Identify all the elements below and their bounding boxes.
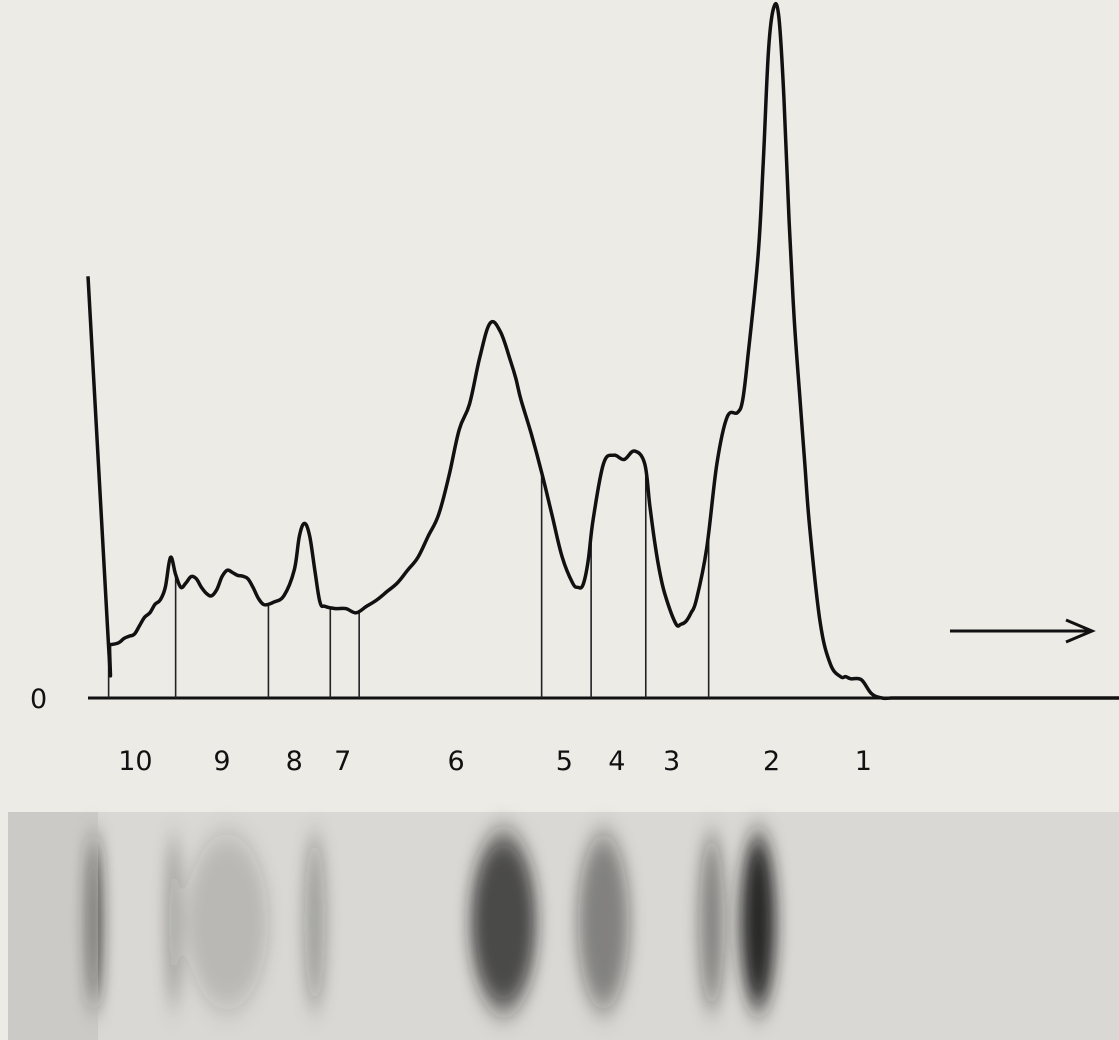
baseline-zero-label: 0 bbox=[30, 684, 47, 715]
fraction-label: 6 bbox=[447, 746, 464, 777]
strip-band bbox=[85, 834, 101, 1010]
strip-band bbox=[699, 834, 725, 1010]
fraction-label: 1 bbox=[855, 746, 872, 777]
fraction-label: 10 bbox=[118, 746, 152, 777]
fraction-label: 8 bbox=[286, 746, 303, 777]
fraction-label: 9 bbox=[213, 746, 230, 777]
direction-arrow bbox=[950, 618, 1096, 644]
strip-band bbox=[304, 834, 326, 1010]
strip-band bbox=[470, 834, 537, 1010]
fraction-label: 4 bbox=[608, 746, 625, 777]
densitometer-trace bbox=[86, 2, 1119, 701]
strip-band bbox=[577, 834, 630, 1010]
fraction-label: 3 bbox=[663, 746, 680, 777]
electrophoresis-strip bbox=[8, 812, 1119, 1040]
strip-bands bbox=[85, 834, 776, 1010]
fraction-label: 5 bbox=[556, 746, 573, 777]
fraction-boundaries bbox=[107, 472, 710, 698]
strip-band bbox=[167, 834, 180, 1010]
strip-origin-zone bbox=[8, 812, 98, 1040]
fraction-label: 7 bbox=[334, 746, 351, 777]
fraction-label: 2 bbox=[763, 746, 780, 777]
strip-band bbox=[185, 834, 269, 1010]
fraction-labels: 10 9 8 7 6 5 4 3 2 1 bbox=[118, 746, 872, 777]
strip-band bbox=[740, 834, 776, 1010]
direction-arrow-head bbox=[1065, 618, 1096, 644]
